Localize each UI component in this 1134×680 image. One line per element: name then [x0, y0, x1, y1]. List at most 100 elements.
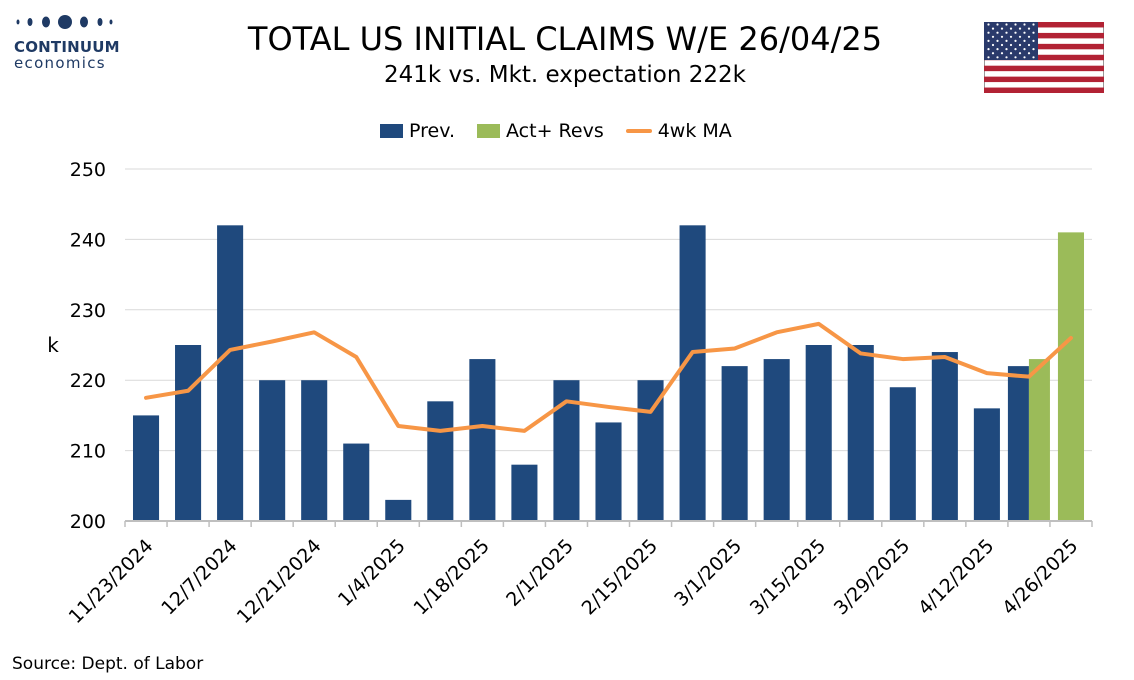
axes: [124, 520, 1093, 527]
flag-star: [1009, 35, 1013, 38]
legend-label-ma: 4wk MA: [657, 120, 732, 142]
flag-star: [1005, 56, 1008, 59]
bar-prev: [805, 345, 832, 521]
flag-star: [996, 39, 999, 42]
flag-star: [991, 52, 995, 55]
flag-star: [991, 35, 995, 38]
x-tick-label: 3/15/2025: [746, 535, 830, 619]
ma-series-line: [144, 321, 1073, 433]
legend-label-act: Act+ Revs: [506, 120, 604, 142]
flag-star: [1032, 31, 1035, 34]
flag-star: [996, 31, 999, 34]
bar-prev: [175, 345, 202, 521]
y-tick-label: 220: [70, 370, 106, 392]
bar-prev: [259, 380, 286, 521]
flag-star: [987, 23, 990, 26]
flag-star: [1005, 39, 1008, 42]
ma-line: [144, 321, 1073, 433]
x-tick-label: 4/12/2025: [914, 535, 998, 619]
flag-star: [996, 56, 999, 59]
flag-star: [1018, 35, 1022, 38]
y-tick-label: 200: [70, 511, 106, 533]
legend-swatch-prev: [380, 124, 403, 138]
flag-star: [1027, 35, 1031, 38]
flag-star: [987, 31, 990, 34]
y-tick-label: 240: [70, 229, 106, 251]
source-note: Source: Dept. of Labor: [12, 654, 204, 674]
bar-prev: [301, 380, 328, 521]
bar-prev: [931, 352, 958, 521]
flag-star: [996, 23, 999, 26]
legend-swatch-act: [477, 124, 501, 138]
bar-prev: [637, 380, 664, 521]
flag-star: [1014, 31, 1017, 34]
y-tick-label: 250: [70, 159, 106, 181]
flag-star: [1018, 52, 1022, 55]
flag-star: [1014, 39, 1017, 42]
flag-star: [1023, 31, 1026, 34]
bar-prev: [847, 345, 874, 521]
flag-star: [1032, 39, 1035, 42]
x-tick-label: 3/29/2025: [830, 535, 914, 619]
flag-star: [987, 56, 990, 59]
y-tick-labels: 200 210 220 230 240 250: [70, 159, 106, 533]
bar-prev: [889, 387, 916, 521]
brand-subname: economics: [14, 54, 106, 72]
flag-star: [1009, 43, 1013, 47]
flag-star: [1014, 56, 1017, 59]
grid-lines: [125, 168, 1092, 452]
bar-prev: [469, 359, 496, 521]
flag-star: [1027, 27, 1031, 30]
us-flag-icon: [984, 22, 1104, 93]
flag-star: [1027, 43, 1031, 47]
x-tick-label: 2/15/2025: [578, 535, 662, 619]
flag-star: [996, 48, 999, 51]
flag-star: [1000, 35, 1004, 38]
x-tick-label: 1/18/2025: [409, 535, 493, 619]
x-tick-label: 12/21/2024: [233, 535, 326, 628]
bar-actual: [1028, 359, 1050, 521]
y-tick-label: 210: [70, 441, 106, 463]
bar-prev: [385, 499, 412, 521]
flag-star: [1009, 52, 1013, 55]
flag-stripe: [984, 76, 1104, 83]
flag-star: [987, 48, 990, 51]
x-tick-label: 1/4/2025: [334, 535, 410, 611]
flag-star: [1000, 27, 1004, 30]
y-axis-label: k: [47, 333, 59, 357]
flag-star: [1005, 31, 1008, 34]
x-tick-label: 3/1/2025: [670, 535, 746, 611]
flag-stripe: [984, 65, 1104, 72]
bar-prev: [973, 408, 1000, 521]
flag-star: [1023, 23, 1026, 26]
flag-star: [1014, 48, 1017, 51]
flag-star: [991, 27, 995, 30]
legend-item-act: Act+ Revs: [477, 120, 604, 142]
bar-prev: [763, 359, 790, 521]
flag-stripe: [984, 54, 1104, 61]
chart-legend: Prev. Act+ Revs 4wk MA: [380, 120, 754, 142]
x-tick-label: 11/23/2024: [65, 535, 158, 628]
flag-star: [1027, 52, 1031, 55]
flag-star: [1018, 27, 1022, 30]
flag-star: [1023, 39, 1026, 42]
chart-subtitle: 241k vs. Mkt. expectation 222k: [383, 62, 746, 88]
x-tick-label: 4/26/2025: [998, 535, 1082, 619]
bar-prev: [1007, 366, 1029, 521]
bar-prev: [511, 464, 538, 521]
bar-actual: [1057, 232, 1085, 522]
flag-star: [1000, 43, 1004, 47]
bar-prev: [343, 443, 370, 521]
bar-prev: [217, 225, 244, 521]
flag-stripe: [984, 43, 1104, 50]
x-tick-label: 12/7/2024: [157, 535, 241, 619]
y-tick-label: 230: [70, 300, 106, 322]
flag-star: [1032, 56, 1035, 59]
flag-stripe: [984, 87, 1104, 93]
flag-star: [991, 43, 995, 47]
flag-star: [1032, 48, 1035, 51]
flag-star: [1005, 48, 1008, 51]
flag-stripe: [984, 32, 1104, 39]
